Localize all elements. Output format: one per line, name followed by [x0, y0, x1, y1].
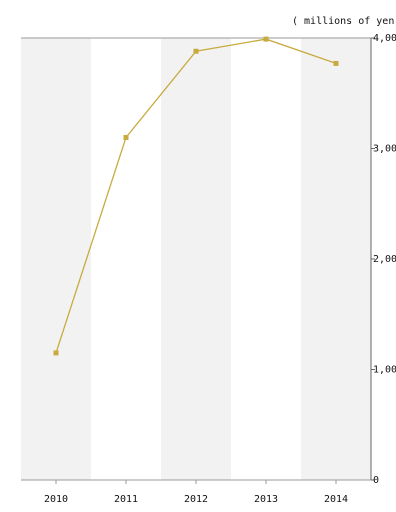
y-tick-label: 1,000 [373, 365, 396, 376]
unit-label: ( millions of yen ) [292, 16, 396, 27]
x-tick-label: 2012 [184, 494, 208, 505]
background-band [301, 38, 371, 480]
data-point-marker [263, 36, 269, 42]
y-tick-label: 2,000 [373, 254, 396, 265]
data-point-marker [193, 48, 199, 54]
data-point-marker [333, 60, 339, 66]
y-tick-label: 0 [373, 475, 379, 486]
x-tick-label: 2013 [254, 494, 278, 505]
plot-bands [21, 38, 371, 480]
x-tick-label: 2010 [44, 494, 68, 505]
x-tick-label: 2014 [324, 494, 348, 505]
data-point-marker [123, 134, 129, 140]
series-line [53, 36, 339, 356]
background-band [21, 38, 91, 480]
data-point-marker [53, 350, 59, 356]
background-band [161, 38, 231, 480]
x-axis: 2010 2011 2012 2013 2014 [44, 480, 348, 505]
y-tick-label: 4,000 [373, 33, 396, 44]
x-tick-label: 2011 [114, 494, 138, 505]
y-axis: 0 1,000 2,000 3,000 4,000 [21, 33, 396, 486]
y-tick-label: 3,000 [373, 144, 396, 155]
